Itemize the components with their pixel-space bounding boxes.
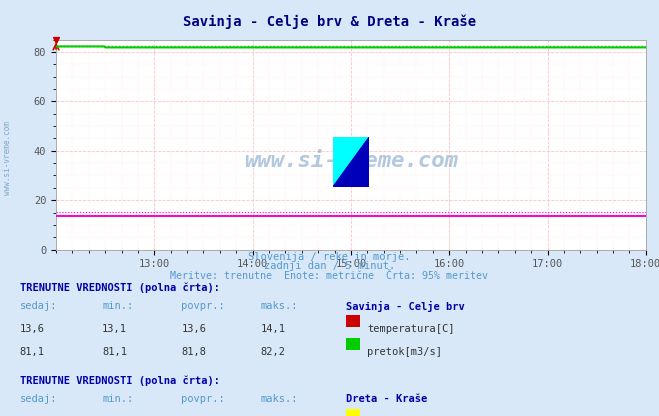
Polygon shape xyxy=(333,137,369,187)
Text: 82,2: 82,2 xyxy=(260,347,285,357)
Text: povpr.:: povpr.: xyxy=(181,301,225,311)
Text: Savinja - Celje brv & Dreta - Kraše: Savinja - Celje brv & Dreta - Kraše xyxy=(183,15,476,29)
Text: Meritve: trenutne  Enote: metrične  Črta: 95% meritev: Meritve: trenutne Enote: metrične Črta: … xyxy=(171,271,488,281)
Text: TRENUTNE VREDNOSTI (polna črta):: TRENUTNE VREDNOSTI (polna črta): xyxy=(20,376,219,386)
Text: Savinja - Celje brv: Savinja - Celje brv xyxy=(346,301,465,312)
Text: temperatura[C]: temperatura[C] xyxy=(367,324,455,334)
Text: 13,6: 13,6 xyxy=(181,324,206,334)
Text: 81,1: 81,1 xyxy=(20,347,45,357)
Text: 13,1: 13,1 xyxy=(102,324,127,334)
Text: min.:: min.: xyxy=(102,394,133,404)
Text: Dreta - Kraše: Dreta - Kraše xyxy=(346,394,427,404)
Text: TRENUTNE VREDNOSTI (polna črta):: TRENUTNE VREDNOSTI (polna črta): xyxy=(20,282,219,292)
Text: www.si-vreme.com: www.si-vreme.com xyxy=(244,151,458,171)
Text: www.si-vreme.com: www.si-vreme.com xyxy=(3,121,13,195)
Text: zadnji dan / 5 minut.: zadnji dan / 5 minut. xyxy=(264,261,395,271)
Text: maks.:: maks.: xyxy=(260,301,298,311)
Text: maks.:: maks.: xyxy=(260,394,298,404)
Polygon shape xyxy=(333,137,369,187)
Text: sedaj:: sedaj: xyxy=(20,394,57,404)
Text: sedaj:: sedaj: xyxy=(20,301,57,311)
Text: povpr.:: povpr.: xyxy=(181,394,225,404)
Text: Slovenija / reke in morje.: Slovenija / reke in morje. xyxy=(248,252,411,262)
Text: pretok[m3/s]: pretok[m3/s] xyxy=(367,347,442,357)
Text: 81,8: 81,8 xyxy=(181,347,206,357)
Text: 14,1: 14,1 xyxy=(260,324,285,334)
Text: 81,1: 81,1 xyxy=(102,347,127,357)
Text: 13,6: 13,6 xyxy=(20,324,45,334)
Text: min.:: min.: xyxy=(102,301,133,311)
